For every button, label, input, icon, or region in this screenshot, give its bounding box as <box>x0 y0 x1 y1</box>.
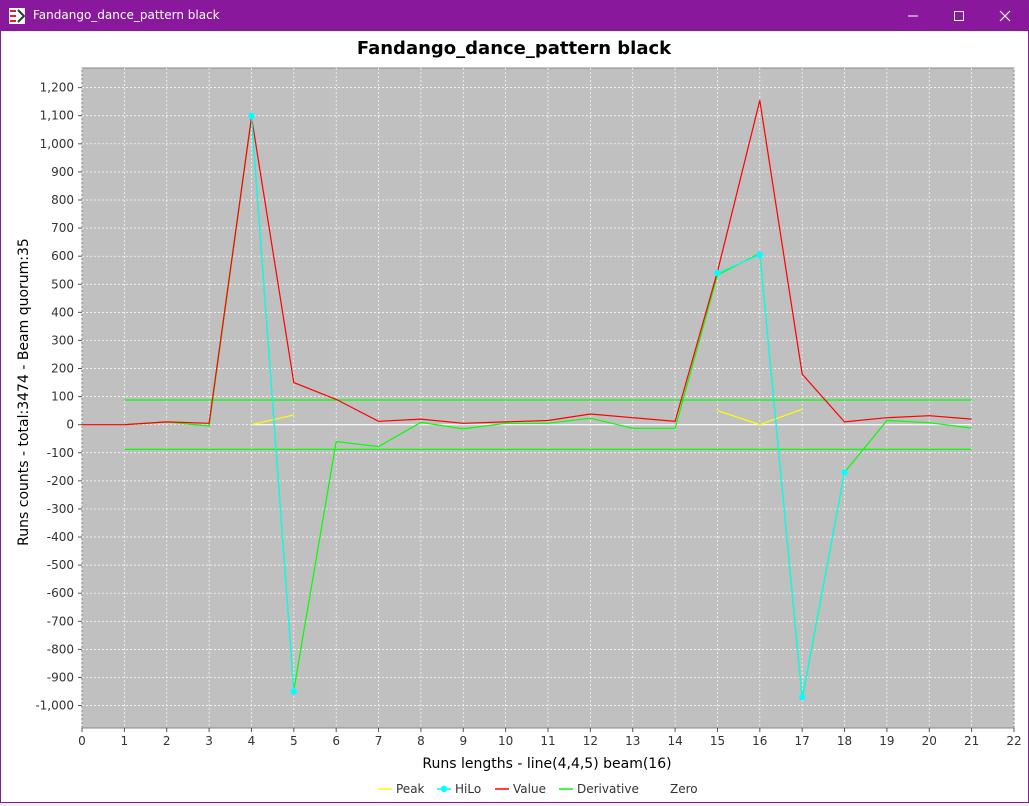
minimize-icon <box>908 15 918 17</box>
y-tick-label: -400 <box>47 530 74 544</box>
y-tick-label: -700 <box>47 614 74 628</box>
x-tick-label: 13 <box>625 734 640 748</box>
x-tick-label: 5 <box>290 734 298 748</box>
hilo-point <box>248 112 255 119</box>
y-tick-label: 0 <box>66 418 74 432</box>
hilo-point <box>290 688 298 695</box>
legend-label: Value <box>513 782 546 796</box>
y-tick-label: -800 <box>47 642 74 656</box>
x-tick-label: 21 <box>964 734 979 748</box>
x-tick-label: 12 <box>583 734 598 748</box>
x-tick-label: 8 <box>417 734 425 748</box>
minimize-button[interactable] <box>890 1 936 31</box>
y-tick-label: 1,100 <box>40 109 74 123</box>
window-title: Fandango_dance_pattern black <box>33 8 220 22</box>
y-tick-label: 200 <box>51 362 74 376</box>
y-tick-label: 900 <box>51 165 74 179</box>
y-tick-label: 800 <box>51 193 74 207</box>
y-tick-label: 300 <box>51 333 74 347</box>
y-tick-label: 700 <box>51 221 74 235</box>
legend-item-zero: Zero <box>652 782 698 796</box>
app-logo-icon <box>9 8 25 24</box>
y-tick-label: -600 <box>47 586 74 600</box>
close-icon <box>999 10 1011 22</box>
x-tick-label: 11 <box>540 734 555 748</box>
chart-title: Fandango_dance_pattern black <box>357 38 672 59</box>
y-tick-label: 1,000 <box>40 137 74 151</box>
x-tick-label: 7 <box>375 734 383 748</box>
x-tick-label: 18 <box>837 734 852 748</box>
legend-label: HiLo <box>455 782 481 796</box>
x-tick-label: 14 <box>667 734 682 748</box>
y-tick-label: -1,000 <box>35 699 74 713</box>
x-tick-label: 15 <box>710 734 725 748</box>
legend-marker <box>440 785 448 793</box>
legend-label: Zero <box>670 782 698 796</box>
x-tick-label: 0 <box>78 734 86 748</box>
hilo-point <box>714 269 721 277</box>
y-tick-label: -100 <box>47 446 74 460</box>
hilo-point <box>756 251 764 258</box>
legend-item-hilo: HiLo <box>437 782 481 796</box>
y-tick-label: 500 <box>51 277 74 291</box>
hilo-series-line <box>250 115 295 692</box>
hilo-point <box>841 469 848 476</box>
x-tick-label: 22 <box>1006 734 1021 748</box>
x-tick-label: 2 <box>163 734 171 748</box>
legend: Peak HiLo Value Derivative Zero <box>378 782 698 796</box>
legend-label: Derivative <box>577 782 639 796</box>
x-tick-label: 10 <box>498 734 513 748</box>
hilo-point <box>798 693 806 701</box>
x-tick-label: 9 <box>459 734 467 748</box>
x-tick-label: 6 <box>332 734 340 748</box>
x-tick-label: 20 <box>922 734 937 748</box>
x-tick-label: 19 <box>879 734 894 748</box>
legend-label: Peak <box>396 782 425 796</box>
x-tick-label: 16 <box>752 734 767 748</box>
y-tick-label: -200 <box>47 474 74 488</box>
peak-series-line <box>717 408 803 426</box>
y-tick-label: -500 <box>47 558 74 572</box>
title-bar[interactable]: Fandango_dance_pattern black <box>1 1 1028 31</box>
legend-item-derivative: Derivative <box>559 782 639 796</box>
peak-series-line <box>251 414 294 426</box>
y-tick-label: -300 <box>47 502 74 516</box>
y-tick-label: 400 <box>51 305 74 319</box>
x-tick-label: 3 <box>205 734 213 748</box>
legend-item-peak: Peak <box>378 782 425 796</box>
x-tick-label: 17 <box>795 734 810 748</box>
hilo-series-line <box>717 253 846 698</box>
x-tick-label: 1 <box>121 734 129 748</box>
maximize-button[interactable] <box>936 1 982 31</box>
maximize-icon <box>954 11 964 21</box>
x-axis-label: Runs lengths - line(4,4,5) beam(16) <box>422 756 671 772</box>
y-tick-label: 1,200 <box>40 81 74 95</box>
legend-item-value: Value <box>495 782 546 796</box>
x-tick-label: 4 <box>248 734 256 748</box>
y-tick-label: -900 <box>47 670 74 684</box>
y-tick-label: 100 <box>51 390 74 404</box>
close-button[interactable] <box>982 1 1028 31</box>
y-tick-label: 600 <box>51 249 74 263</box>
value-series-line <box>82 100 972 426</box>
y-axis-label: Runs counts - total:3474 - Beam quorum:3… <box>16 238 32 546</box>
